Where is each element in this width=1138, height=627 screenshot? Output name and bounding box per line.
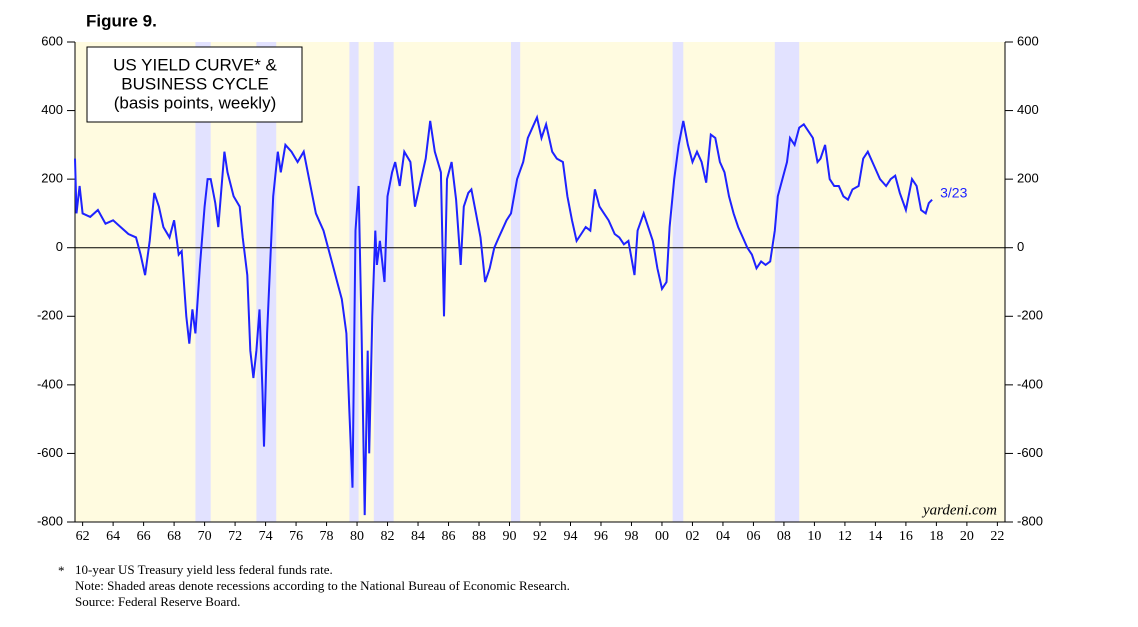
y-tick-label: -400: [37, 376, 63, 391]
recession-band: [511, 42, 521, 522]
y-tick-label: 600: [41, 33, 63, 48]
x-tick-label: 72: [228, 529, 242, 544]
y2-tick-label: -800: [1017, 513, 1043, 528]
x-tick-label: 98: [624, 529, 638, 544]
footnote: Note: Shaded areas denote recessions acc…: [75, 578, 570, 593]
x-tick-label: 96: [594, 529, 608, 544]
x-tick-label: 82: [381, 529, 395, 544]
x-tick-label: 76: [289, 529, 303, 544]
y2-tick-label: -200: [1017, 308, 1043, 323]
chart-title: (basis points, weekly): [114, 93, 277, 112]
x-tick-label: 94: [563, 529, 577, 544]
footnote-marker: *: [58, 563, 65, 578]
x-tick-label: 90: [503, 529, 517, 544]
y2-tick-label: -600: [1017, 445, 1043, 460]
y2-tick-label: 0: [1017, 239, 1024, 254]
x-tick-label: 66: [137, 529, 151, 544]
x-tick-label: 22: [990, 529, 1004, 544]
y2-tick-label: -400: [1017, 376, 1043, 391]
yield-curve-line: [74, 114, 933, 516]
end-label: 3/23: [940, 184, 967, 200]
y-tick-label: 200: [41, 171, 63, 186]
source-mark: yardeni.com: [921, 502, 997, 518]
footnote: Source: Federal Reserve Board.: [75, 594, 240, 609]
x-tick-label: 10: [807, 529, 821, 544]
x-tick-label: 08: [777, 529, 791, 544]
x-tick-label: 80: [350, 529, 364, 544]
x-tick-label: 14: [868, 529, 882, 544]
y2-tick-label: 200: [1017, 171, 1039, 186]
chart-title: US YIELD CURVE* &: [113, 55, 277, 74]
chart-title: BUSINESS CYCLE: [121, 74, 268, 93]
recession-band: [774, 42, 800, 522]
x-tick-label: 04: [716, 529, 730, 544]
x-tick-label: 64: [106, 529, 120, 544]
recession-band: [672, 42, 684, 522]
x-tick-label: 70: [198, 529, 212, 544]
y-tick-label: -200: [37, 308, 63, 323]
y-tick-label: -800: [37, 513, 63, 528]
recession-band: [256, 42, 277, 522]
x-tick-label: 88: [472, 529, 486, 544]
x-tick-label: 92: [533, 529, 547, 544]
x-tick-label: 12: [838, 529, 852, 544]
x-tick-label: 18: [929, 529, 943, 544]
footnote: 10-year US Treasury yield less federal f…: [75, 562, 333, 577]
recession-band: [195, 42, 211, 522]
x-tick-label: 86: [442, 529, 456, 544]
y-tick-label: 400: [41, 102, 63, 117]
x-tick-label: 20: [960, 529, 974, 544]
x-tick-label: 84: [411, 529, 425, 544]
y2-tick-label: 600: [1017, 33, 1039, 48]
x-tick-label: 74: [259, 529, 273, 544]
y-tick-label: -600: [37, 445, 63, 460]
title-box: [86, 46, 303, 123]
x-tick-label: 68: [167, 529, 181, 544]
figure-label: Figure 9.: [86, 11, 157, 30]
x-tick-label: 06: [746, 529, 760, 544]
x-tick-label: 00: [655, 529, 669, 544]
y2-tick-label: 400: [1017, 102, 1039, 117]
x-tick-label: 02: [685, 529, 699, 544]
x-tick-label: 16: [899, 529, 913, 544]
x-tick-label: 78: [320, 529, 334, 544]
x-tick-label: 62: [76, 529, 90, 544]
y-tick-label: 0: [56, 239, 63, 254]
